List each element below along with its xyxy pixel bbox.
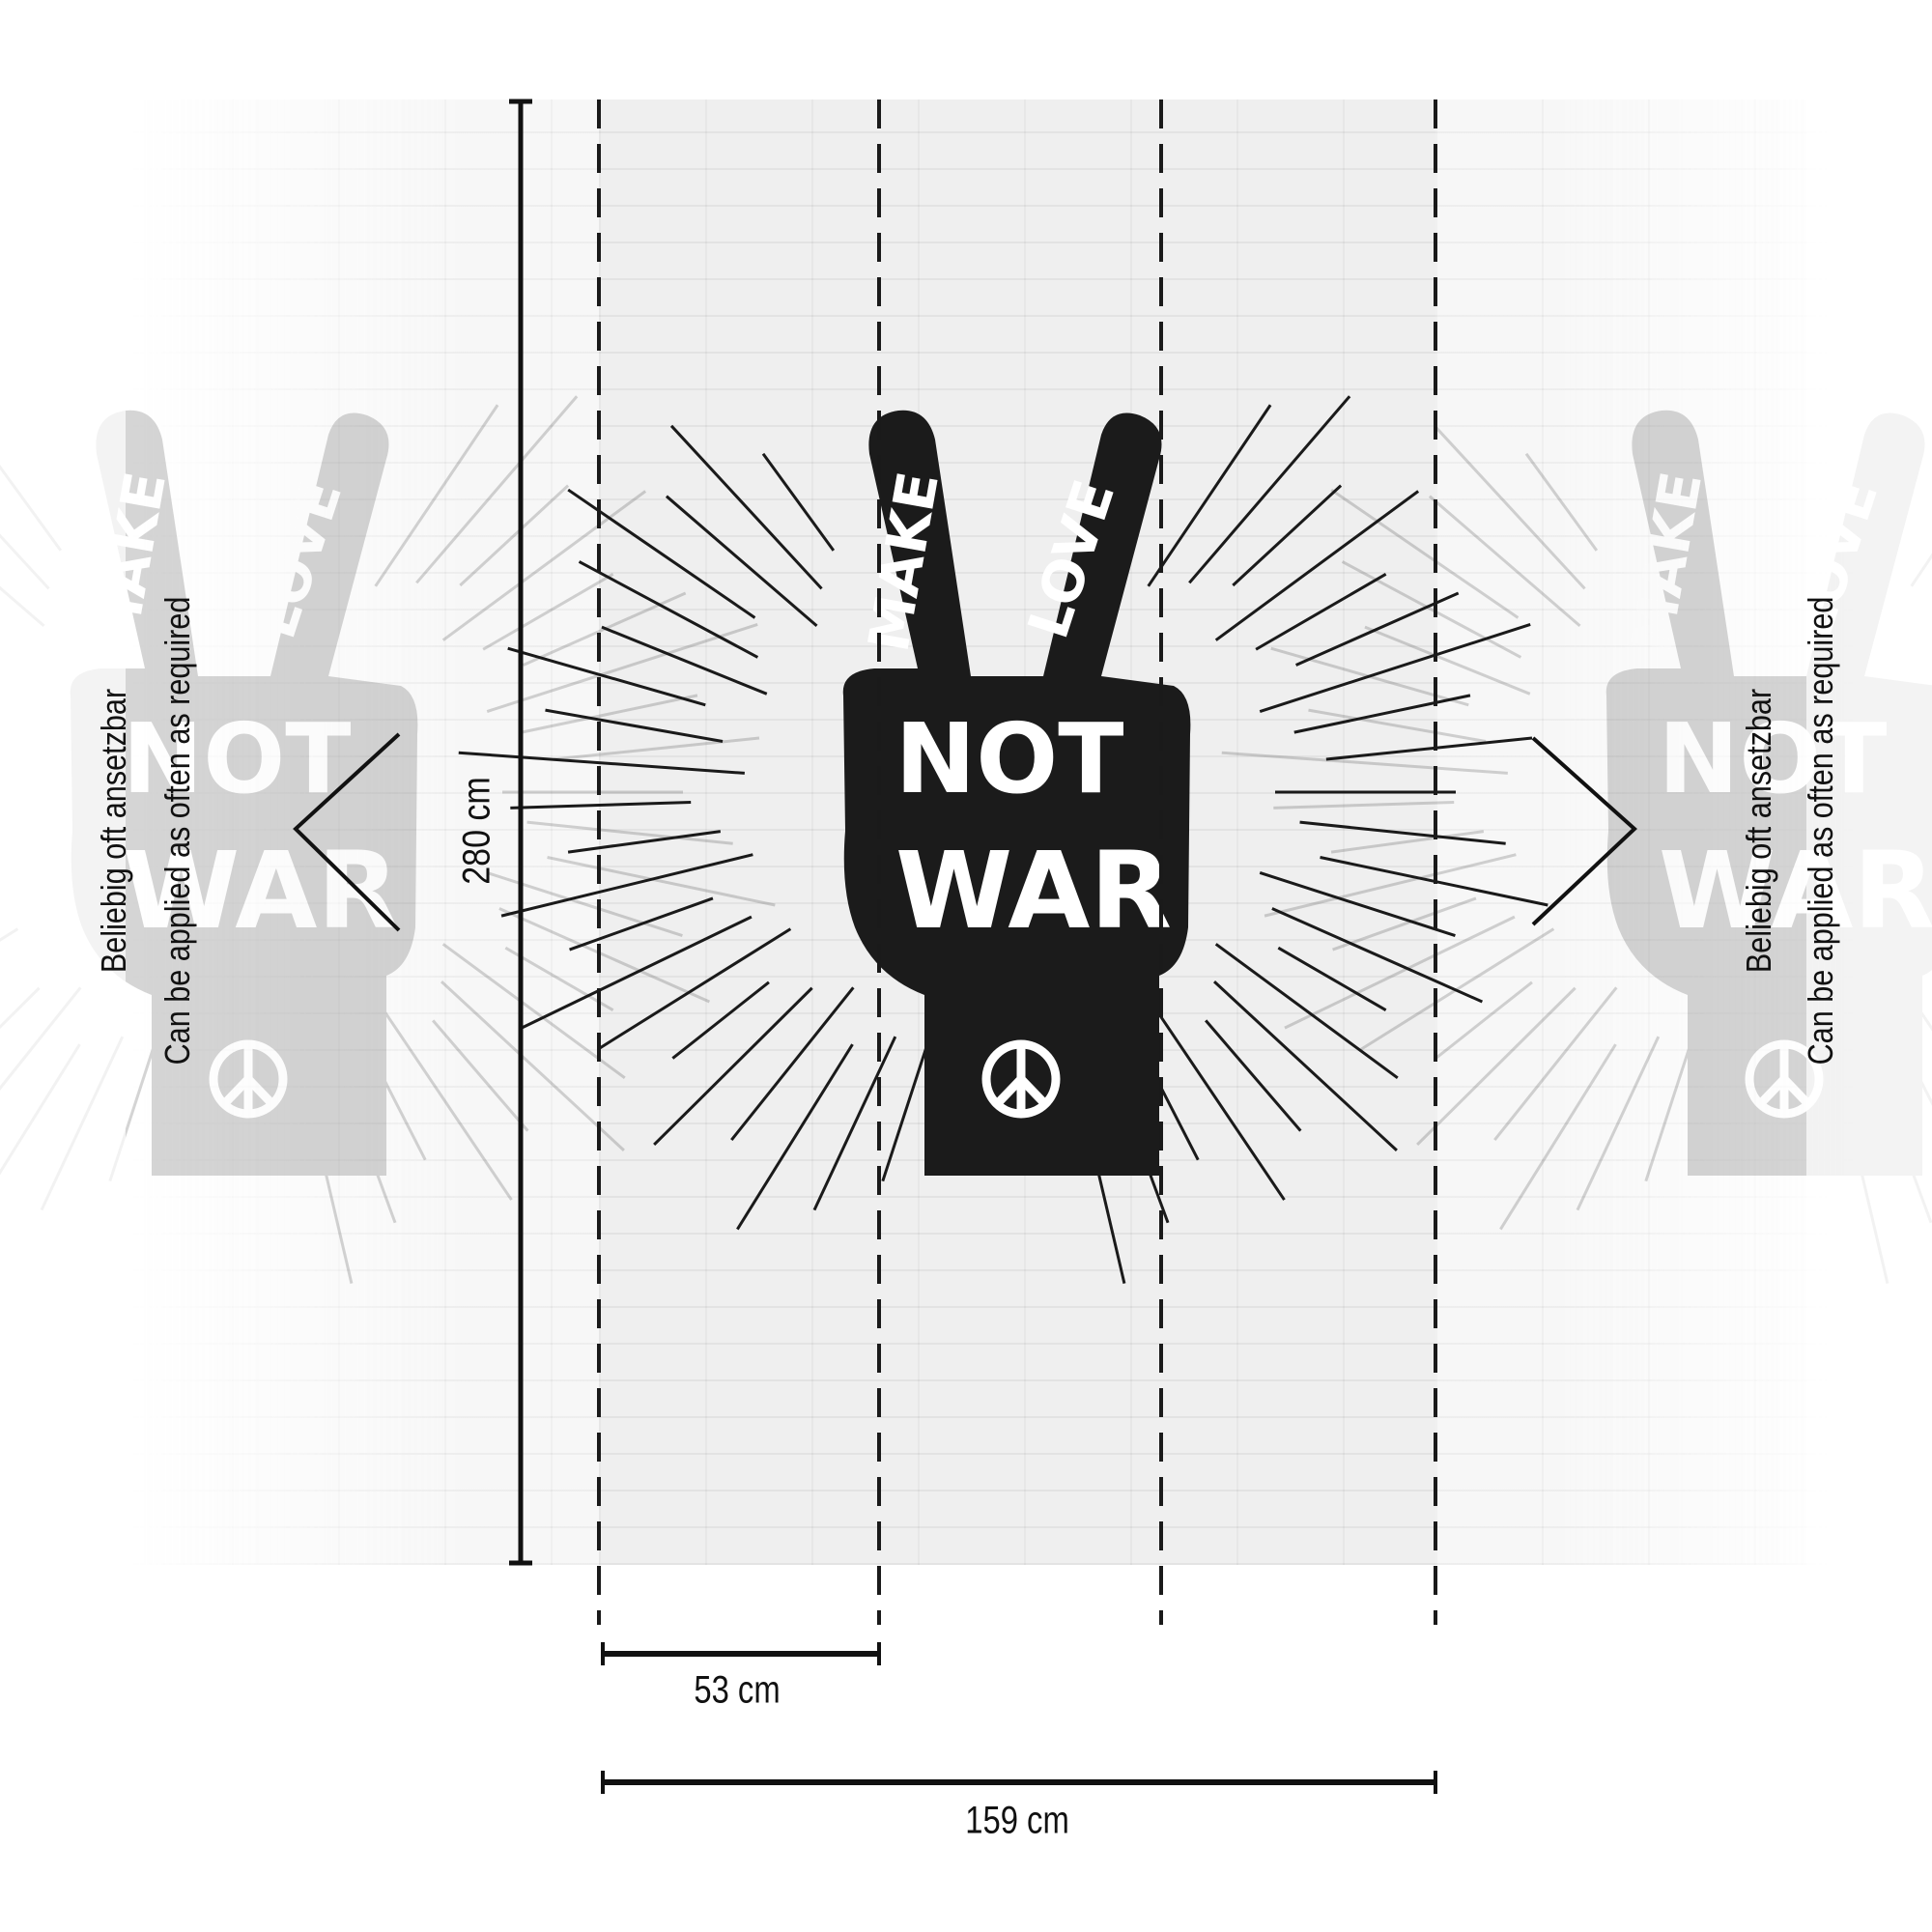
sunburst-ray — [507, 646, 706, 707]
sunburst-ray — [1213, 980, 1398, 1151]
peace-hand-artwork: MAKE LOVE NOT WAR — [458, 395, 1548, 1284]
sunburst-ray — [761, 452, 836, 552]
sunburst-ray — [1277, 946, 1387, 1011]
sunburst-ray — [1205, 1019, 1302, 1132]
sunburst-ray — [812, 1036, 897, 1211]
height-label: 280 cm — [455, 777, 498, 885]
sunburst-ray — [578, 560, 759, 659]
sunburst-ray — [1232, 484, 1343, 587]
sunburst-ray — [1294, 591, 1460, 667]
total-width-dimension-line — [601, 1771, 1437, 1794]
sunburst-ray — [665, 495, 818, 628]
peace-icon — [981, 1039, 1061, 1119]
repeat-note-english-left: Can be applied as often as required — [157, 596, 197, 1065]
sunburst-ray — [1259, 622, 1531, 713]
sunburst-ray — [521, 915, 753, 1030]
sunburst-ray — [1293, 694, 1471, 734]
sunburst-ray — [671, 980, 770, 1060]
sunburst-ray — [1325, 736, 1533, 761]
sunburst-ray — [669, 424, 823, 590]
sunburst-ray — [1255, 573, 1387, 651]
not-text: NOT — [895, 702, 1124, 815]
sunburst-ray — [567, 488, 756, 619]
sunburst-ray — [569, 896, 714, 952]
sunburst-ray — [545, 708, 724, 744]
war-text: WAR — [895, 829, 1172, 952]
sunburst-ray — [510, 800, 692, 810]
sunburst-ray — [1214, 943, 1399, 1079]
sunburst-ray — [1299, 820, 1506, 845]
sunburst-ray — [1147, 404, 1272, 587]
sunburst-ray — [458, 751, 745, 775]
sunburst-ray — [730, 986, 855, 1141]
sunburst-ray — [597, 927, 792, 1051]
sunburst-ray — [1147, 997, 1286, 1201]
sunburst-ray — [1214, 490, 1420, 641]
panel-seams — [597, 99, 1437, 1625]
repeat-note-english-right: Can be applied as often as required — [1801, 596, 1840, 1065]
repeat-note-german-right: Beliebig oft ansetzbar — [1739, 688, 1778, 974]
panel-width-dimension-line — [601, 1642, 881, 1665]
sunburst-ray — [601, 625, 768, 696]
chevron-right-icon — [1531, 736, 1637, 926]
sunburst-rays — [458, 395, 1548, 1284]
sunburst-ray — [1271, 907, 1484, 1004]
sunburst-ray — [567, 830, 722, 854]
sunburst-ray — [736, 1043, 854, 1231]
sunburst-ray — [500, 853, 753, 918]
sunburst-ray — [1259, 871, 1456, 937]
chevron-left-icon — [293, 732, 401, 932]
repeat-note-german-left: Beliebig oft ansetzbar — [94, 688, 133, 974]
sunburst-ray — [1188, 395, 1351, 584]
total-width-label: 159 cm — [965, 1799, 1069, 1842]
height-dimension-line — [509, 99, 532, 1566]
sunburst-ray — [653, 986, 813, 1147]
panel-width-label: 53 cm — [694, 1668, 781, 1712]
